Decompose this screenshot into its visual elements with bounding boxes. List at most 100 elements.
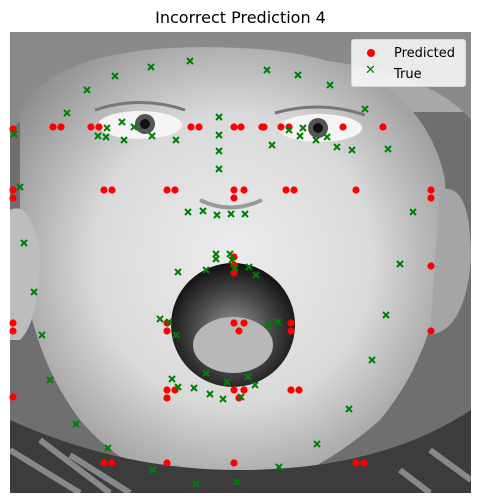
true-point xyxy=(312,136,320,144)
true-point xyxy=(313,440,321,448)
true-point xyxy=(231,264,239,272)
true-point xyxy=(296,132,304,140)
predicted-point xyxy=(237,123,245,131)
predicted-point xyxy=(9,319,17,327)
predicted-point xyxy=(95,123,103,131)
true-point xyxy=(149,466,157,474)
true-point xyxy=(10,130,18,138)
true-point xyxy=(168,375,176,383)
true-point xyxy=(245,263,253,271)
true-point xyxy=(206,390,214,398)
true-point xyxy=(165,318,173,326)
legend-predicted-dot-icon xyxy=(367,49,375,57)
predicted-point xyxy=(230,459,238,467)
true-point xyxy=(120,136,128,144)
true-point xyxy=(275,463,283,471)
predicted-point xyxy=(195,123,203,131)
true-point xyxy=(333,143,341,151)
true-point xyxy=(226,250,234,258)
true-point xyxy=(30,288,38,296)
true-point xyxy=(111,72,119,80)
true-point xyxy=(192,480,200,488)
true-point xyxy=(94,132,102,140)
true-point xyxy=(263,66,271,74)
predicted-point xyxy=(427,194,435,202)
legend-label-true: True xyxy=(394,66,422,82)
true-point xyxy=(215,147,223,155)
true-point xyxy=(294,71,302,79)
true-point xyxy=(156,315,164,323)
true-point xyxy=(228,256,236,264)
true-point xyxy=(409,208,417,216)
predicted-point xyxy=(240,386,248,394)
true-point xyxy=(299,124,307,132)
true-point xyxy=(148,132,156,140)
legend-true-x-icon: ✕ xyxy=(365,63,376,78)
predicted-point xyxy=(163,394,171,402)
predicted-point xyxy=(230,186,238,194)
true-point xyxy=(102,133,110,141)
true-point xyxy=(323,133,331,141)
true-point xyxy=(348,146,356,154)
true-point xyxy=(103,124,111,132)
true-point xyxy=(20,239,28,247)
true-point xyxy=(215,113,223,121)
predicted-point xyxy=(287,327,295,335)
true-point xyxy=(215,131,223,139)
predicted-point xyxy=(163,186,171,194)
predicted-point xyxy=(187,123,195,131)
predicted-point xyxy=(49,123,57,131)
predicted-point xyxy=(100,186,108,194)
true-point xyxy=(237,393,245,401)
true-point xyxy=(251,381,259,389)
predicted-point xyxy=(9,194,17,202)
true-point xyxy=(72,420,80,428)
predicted-point xyxy=(282,186,290,194)
true-point xyxy=(241,210,249,218)
true-point xyxy=(213,211,221,219)
true-point xyxy=(63,109,71,117)
true-point xyxy=(382,311,390,319)
true-point xyxy=(172,136,180,144)
predicted-point xyxy=(230,123,238,131)
true-point xyxy=(361,105,369,113)
predicted-point xyxy=(230,194,238,202)
predicted-point xyxy=(427,327,435,335)
true-point xyxy=(186,57,194,65)
legend-entry-true: ✕ True xyxy=(362,63,422,83)
predicted-point xyxy=(87,123,95,131)
predicted-point xyxy=(277,123,285,131)
true-point xyxy=(268,141,276,149)
predicted-point xyxy=(287,319,295,327)
predicted-point xyxy=(287,386,295,394)
legend: Predicted ✕ True xyxy=(351,39,466,87)
true-point xyxy=(223,378,231,386)
predicted-point xyxy=(57,123,65,131)
true-point xyxy=(172,331,180,339)
predicted-point xyxy=(379,123,387,131)
true-point xyxy=(219,395,227,403)
predicted-point xyxy=(230,319,238,327)
predicted-point xyxy=(108,186,116,194)
predicted-point xyxy=(230,269,238,277)
predicted-point xyxy=(352,186,360,194)
predicted-point xyxy=(163,386,171,394)
predicted-point xyxy=(352,459,360,467)
true-point xyxy=(227,210,235,218)
predicted-point xyxy=(9,327,17,335)
predicted-point xyxy=(163,327,171,335)
true-point xyxy=(368,356,376,364)
true-point xyxy=(202,369,210,377)
true-point xyxy=(174,383,182,391)
true-point xyxy=(46,376,54,384)
predicted-point xyxy=(295,386,303,394)
predicted-point xyxy=(360,459,368,467)
true-point xyxy=(384,145,392,153)
true-point xyxy=(244,373,252,381)
true-point xyxy=(83,86,91,94)
true-point xyxy=(326,81,334,89)
true-point xyxy=(184,208,192,216)
predicted-point xyxy=(427,186,435,194)
true-point xyxy=(16,183,24,191)
